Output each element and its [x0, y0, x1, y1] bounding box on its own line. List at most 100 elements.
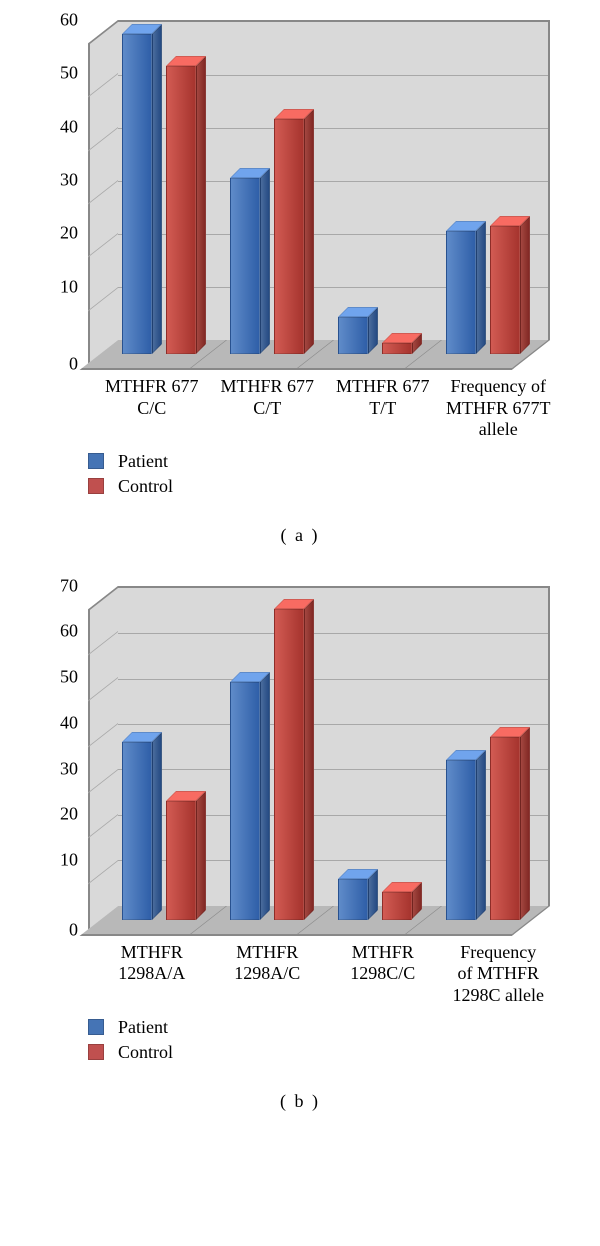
- bar-side: [520, 727, 530, 920]
- y-tick-label: 40: [60, 116, 78, 137]
- bar-patient: [230, 178, 260, 354]
- legend: Patient Control: [88, 451, 560, 497]
- bar-group: [104, 34, 212, 354]
- legend-swatch: [88, 1019, 104, 1035]
- bar-front: [122, 34, 152, 354]
- subcaption: ( a ): [20, 525, 580, 546]
- y-tick-label: 60: [60, 10, 78, 31]
- bar-front: [446, 760, 476, 920]
- bar-control: [166, 66, 196, 354]
- bar-patient: [338, 879, 368, 920]
- bar-front: [338, 879, 368, 920]
- bar-group: [212, 34, 320, 354]
- y-tick-label: 20: [60, 223, 78, 244]
- y-tick-label: 30: [60, 170, 78, 191]
- plot-area: [88, 20, 550, 340]
- legend-item-control: Control: [88, 1042, 560, 1063]
- x-axis-labels: MTHFR 677C/CMTHFR 677C/TMTHFR 677T/TFreq…: [94, 376, 556, 441]
- bar-front: [274, 609, 304, 920]
- chart-b: 010203040506070MTHFR1298A/AMTHFR1298A/CM…: [20, 586, 580, 1112]
- chart-panel: 010203040506070MTHFR1298A/AMTHFR1298A/CM…: [40, 586, 560, 1063]
- legend-item-control: Control: [88, 476, 560, 497]
- bar-side: [304, 599, 314, 920]
- bar-side: [476, 750, 486, 920]
- y-tick-label: 50: [60, 63, 78, 84]
- bar-patient: [122, 34, 152, 354]
- bar-side: [520, 216, 530, 354]
- legend-swatch: [88, 453, 104, 469]
- bar-group: [320, 600, 428, 920]
- y-axis-labels: 0102030405060: [40, 20, 84, 340]
- y-tick-label: 10: [60, 276, 78, 297]
- x-tick-label: MTHFR1298C/C: [325, 942, 441, 1007]
- y-tick-label: 40: [60, 712, 78, 733]
- bar-group: [428, 600, 536, 920]
- y-tick-label: 60: [60, 621, 78, 642]
- x-tick-label: MTHFR1298A/A: [94, 942, 210, 1007]
- bar-group: [212, 600, 320, 920]
- bar-front: [122, 742, 152, 920]
- legend-item-patient: Patient: [88, 451, 560, 472]
- x-tick-label: Frequency ofMTHFR 677Tallele: [441, 376, 557, 441]
- bar-control: [274, 609, 304, 920]
- y-tick-label: 50: [60, 667, 78, 688]
- bar-patient: [122, 742, 152, 920]
- bar-front: [382, 343, 412, 354]
- y-tick-label: 0: [69, 354, 78, 375]
- legend-label: Patient: [118, 451, 168, 472]
- chart-a: 0102030405060MTHFR 677C/CMTHFR 677C/TMTH…: [20, 20, 580, 546]
- bar-patient: [446, 231, 476, 354]
- bar-front: [490, 737, 520, 920]
- bar-patient: [446, 760, 476, 920]
- legend-swatch: [88, 478, 104, 494]
- bar-group: [320, 34, 428, 354]
- bar-group: [104, 600, 212, 920]
- legend-label: Control: [118, 1042, 173, 1063]
- bar-control: [490, 226, 520, 354]
- bar-side: [196, 791, 206, 920]
- bar-control: [274, 119, 304, 354]
- bar-front: [166, 801, 196, 920]
- bar-control: [382, 343, 412, 354]
- x-tick-label: Frequencyof MTHFR1298C allele: [441, 942, 557, 1007]
- bar-patient: [230, 682, 260, 920]
- y-axis-labels: 010203040506070: [40, 586, 84, 906]
- bar-control: [166, 801, 196, 920]
- bar-group: [428, 34, 536, 354]
- bar-front: [274, 119, 304, 354]
- x-tick-label: MTHFR 677C/T: [210, 376, 326, 441]
- subcaption: ( b ): [20, 1091, 580, 1112]
- x-tick-label: MTHFR 677T/T: [325, 376, 441, 441]
- bar-control: [490, 737, 520, 920]
- x-tick-label: MTHFR1298A/C: [210, 942, 326, 1007]
- bar-patient: [338, 317, 368, 354]
- bars-container: [118, 20, 550, 340]
- y-tick-label: 30: [60, 758, 78, 779]
- bar-side: [152, 732, 162, 920]
- legend-item-patient: Patient: [88, 1017, 560, 1038]
- bar-side: [304, 109, 314, 354]
- plot-area: [88, 586, 550, 906]
- legend-label: Patient: [118, 1017, 168, 1038]
- bar-front: [230, 178, 260, 354]
- legend-swatch: [88, 1044, 104, 1060]
- legend: Patient Control: [88, 1017, 560, 1063]
- bar-side: [476, 221, 486, 354]
- y-tick-label: 0: [69, 919, 78, 940]
- bar-front: [338, 317, 368, 354]
- y-tick-label: 70: [60, 575, 78, 596]
- y-tick-label: 10: [60, 850, 78, 871]
- bars-container: [118, 586, 550, 906]
- bar-front: [446, 231, 476, 354]
- bar-side: [152, 24, 162, 354]
- bar-side: [260, 168, 270, 354]
- bar-front: [230, 682, 260, 920]
- bar-front: [382, 892, 412, 919]
- bar-side: [260, 672, 270, 920]
- bar-front: [490, 226, 520, 354]
- bar-front: [166, 66, 196, 354]
- legend-label: Control: [118, 476, 173, 497]
- bar-control: [382, 892, 412, 919]
- x-axis-labels: MTHFR1298A/AMTHFR1298A/CMTHFR1298C/CFreq…: [94, 942, 556, 1007]
- bar-side: [196, 56, 206, 354]
